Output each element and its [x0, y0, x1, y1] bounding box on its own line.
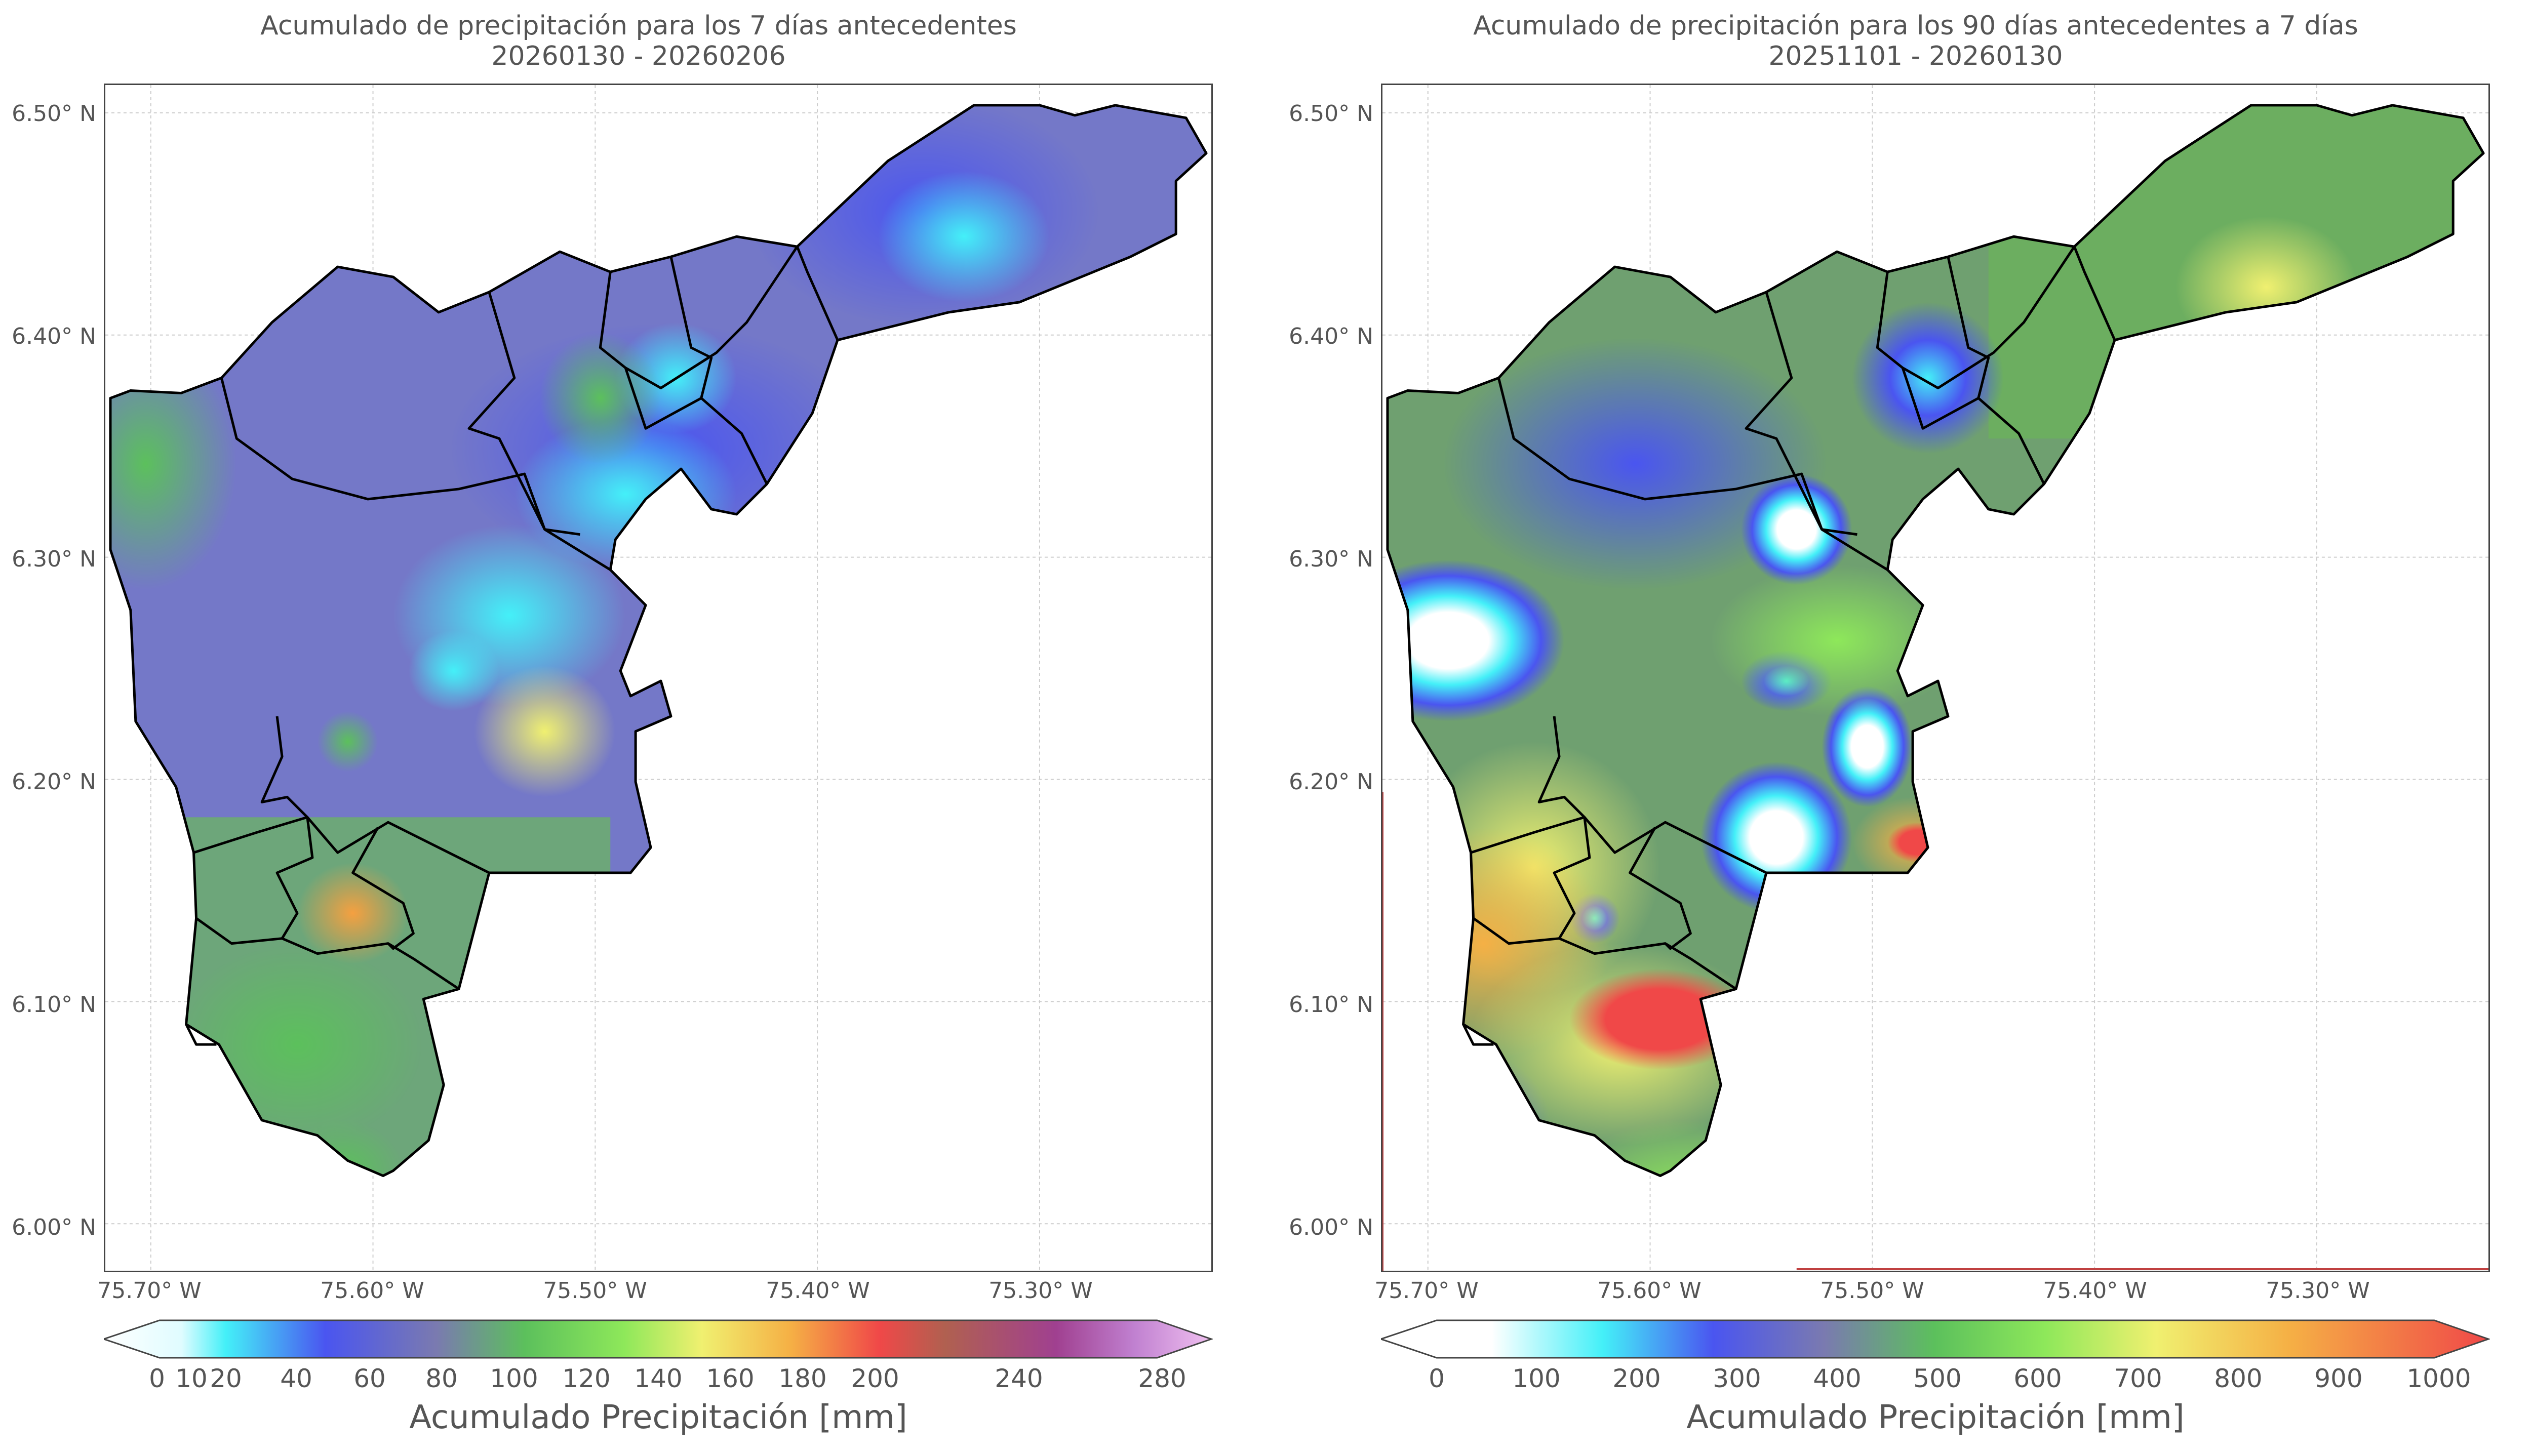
- map-title: Acumulado de precipitación para los 7 dí…: [260, 11, 1017, 41]
- lon-label: 75.60° W: [1597, 1278, 1702, 1304]
- lon-label: 75.50° W: [543, 1278, 647, 1304]
- precipitation-map: [1381, 84, 2490, 1272]
- lat-label: 6.00° N: [12, 1215, 96, 1240]
- colorbar-tick: 800: [2214, 1364, 2263, 1393]
- panel-90-day-accumulation: Acumulado de precipitación para los 90 d…: [1277, 0, 2532, 1456]
- lat-label: 6.40° N: [12, 323, 96, 349]
- colorbar-tick: 0: [1429, 1364, 1445, 1393]
- colorbar-tick: 160: [706, 1364, 755, 1393]
- lat-label: 6.10° N: [12, 992, 96, 1018]
- lon-label: 75.60° W: [320, 1278, 424, 1304]
- colorbar-tick: 200: [1612, 1364, 1661, 1393]
- lat-label: 6.20° N: [1289, 769, 1373, 795]
- lon-label: 75.30° W: [988, 1278, 1093, 1304]
- colorbar-tick: 600: [2013, 1364, 2062, 1393]
- lat-label: 6.30° N: [1289, 546, 1373, 572]
- precipitation-field: [110, 105, 1207, 1176]
- lon-label: 75.70° W: [1374, 1278, 1479, 1304]
- colorbar-tick: 40: [280, 1364, 312, 1393]
- colorbar-tick: 200: [851, 1364, 899, 1393]
- lat-label: 6.20° N: [12, 769, 96, 795]
- lat-label: 6.00° N: [1289, 1215, 1373, 1240]
- lat-label: 6.10° N: [1289, 992, 1373, 1018]
- colorbar-tick: 10: [175, 1364, 208, 1393]
- colorbar-tick: 120: [562, 1364, 611, 1393]
- colorbar-tick: 500: [1913, 1364, 1962, 1393]
- colorbar-tick: 100: [1512, 1364, 1561, 1393]
- map-date-range: 20251101 - 20260130: [1768, 41, 2063, 71]
- colorbar: [1378, 1319, 2491, 1359]
- map-title: Acumulado de precipitación para los 90 d…: [1473, 11, 2358, 41]
- colorbar-tick: 20: [210, 1364, 242, 1393]
- colorbar-title: Acumulado Precipitación [mm]: [409, 1399, 907, 1436]
- colorbar-title: Acumulado Precipitación [mm]: [1686, 1399, 2185, 1436]
- colorbar-tick: 700: [2114, 1364, 2162, 1393]
- lon-label: 75.50° W: [1820, 1278, 1924, 1304]
- colorbar: [101, 1319, 1214, 1359]
- basin-outlines: [109, 104, 1208, 1177]
- precipitation-field: [1387, 105, 2484, 1176]
- colorbar-tick: 300: [1713, 1364, 1761, 1393]
- lat-label: 6.50° N: [1289, 101, 1373, 127]
- colorbar-tick: 180: [778, 1364, 827, 1393]
- colorbar-tick: 240: [995, 1364, 1043, 1393]
- colorbar-tick: 280: [1138, 1364, 1186, 1393]
- lon-label: 75.70° W: [97, 1278, 202, 1304]
- colorbar-tick: 0: [149, 1364, 165, 1393]
- lon-label: 75.30° W: [2266, 1278, 2370, 1304]
- lat-label: 6.50° N: [12, 101, 96, 127]
- colorbar-tick: 400: [1813, 1364, 1862, 1393]
- panel-7-day-accumulation: Acumulado de precipitación para los 7 dí…: [12, 11, 1214, 1436]
- lat-label: 6.30° N: [12, 546, 96, 572]
- colorbar-tick: 60: [353, 1364, 386, 1393]
- precipitation-map: [104, 84, 1213, 1272]
- colorbar-tick: 80: [425, 1364, 458, 1393]
- colorbar-tick: 900: [2314, 1364, 2363, 1393]
- colorbar-tick: 140: [634, 1364, 683, 1393]
- lat-label: 6.40° N: [1289, 323, 1373, 349]
- colorbar-tick: 1000: [2406, 1364, 2471, 1393]
- basin-outlines: [1386, 104, 2485, 1177]
- lon-label: 75.40° W: [2043, 1278, 2147, 1304]
- colorbar-tick: 100: [490, 1364, 538, 1393]
- lon-label: 75.40° W: [766, 1278, 870, 1304]
- map-date-range: 20260130 - 20260206: [491, 41, 786, 71]
